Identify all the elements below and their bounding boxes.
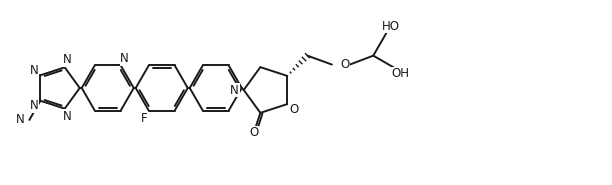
Text: N: N <box>121 52 129 65</box>
Text: F: F <box>141 112 147 125</box>
Text: O: O <box>290 103 299 116</box>
Text: N: N <box>230 83 239 97</box>
Text: HO: HO <box>382 20 400 33</box>
Text: N: N <box>16 113 24 126</box>
Text: N: N <box>63 110 72 123</box>
Text: N: N <box>29 99 39 112</box>
Text: OH: OH <box>392 67 410 80</box>
Text: N: N <box>29 64 39 77</box>
Text: N: N <box>63 53 72 66</box>
Text: O: O <box>340 58 349 71</box>
Text: O: O <box>249 126 258 139</box>
